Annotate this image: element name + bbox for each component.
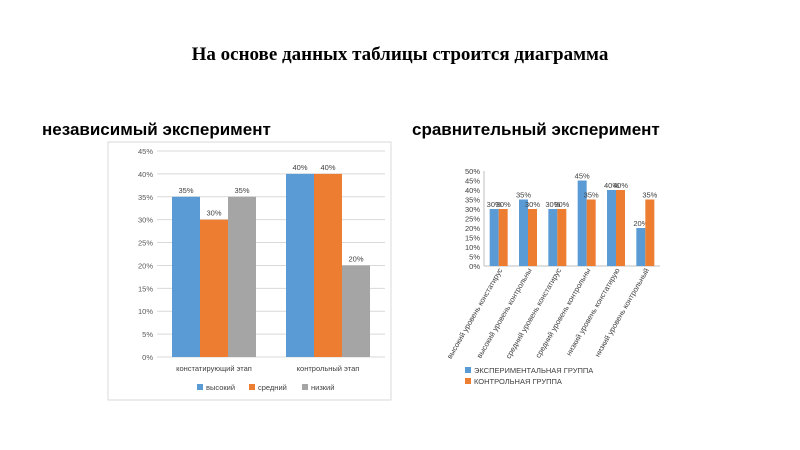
bar [228,196,256,357]
bar [557,209,567,266]
data-label: 20% [633,219,648,228]
data-label: 30% [545,200,560,209]
bar [498,209,508,266]
bar [342,265,370,357]
legend-swatch [465,378,471,384]
y-tick-label: 0% [142,353,153,362]
y-tick-label: 15% [465,234,480,243]
legend-label: низкий [311,383,334,392]
bar [636,228,646,266]
y-tick-label: 10% [465,243,480,252]
data-label: 40% [613,181,628,190]
bar [172,196,200,357]
legend-label: высокий [206,383,235,392]
data-label: 30% [496,200,511,209]
legend-swatch [302,384,308,390]
bar [586,199,596,266]
y-tick-label: 45% [465,177,480,186]
slide-title: На основе данных таблицы строится диагра… [191,44,609,65]
y-tick-label: 45% [138,147,153,156]
bar [314,173,342,357]
data-label: 30% [487,200,502,209]
legend-label: ЭКСПЕРИМЕНТАЛЬНАЯ ГРУППА [474,366,593,375]
chart-frame [107,141,392,401]
data-label: 35% [234,186,249,195]
y-tick-label: 5% [142,330,153,339]
data-label: 35% [516,191,531,200]
data-label: 45% [575,172,590,181]
y-tick-label: 35% [465,196,480,205]
bar [607,190,616,266]
y-tick-label: 0% [469,262,480,271]
bar [528,209,537,266]
bar [200,219,228,357]
legend-swatch [197,384,203,390]
x-tick-label: контрольный этап [297,364,360,373]
independent-experiment-heading: независимый эксперимент [42,120,271,139]
legend-swatch [249,384,255,390]
y-tick-label: 15% [138,284,153,293]
data-label: 35% [178,186,193,195]
bar [645,199,655,266]
data-label: 30% [554,200,569,209]
x-tick-label: констатирующий этап [176,364,252,373]
x-tick-label: низкий уровень контрольный [593,267,651,359]
x-tick-label: средний уровень констатирус [504,266,563,360]
data-label: 40% [292,163,307,172]
bar [577,180,587,266]
y-tick-label: 5% [469,253,480,262]
x-tick-label: низкий уровень констатирую [564,266,622,357]
data-label: 30% [206,209,221,218]
bar [489,209,499,266]
bar [548,209,558,266]
y-tick-label: 25% [465,215,480,224]
x-tick-label: средний уровень контрольны [533,267,592,360]
y-tick-label: 30% [138,216,153,225]
y-tick-label: 20% [465,224,480,233]
data-label: 30% [525,200,540,209]
x-tick-label: высокий уровень контрольны [475,267,534,360]
y-tick-label: 50% [465,167,480,176]
legend-label: КОНТРОЛЬНАЯ ГРУППА [474,377,562,386]
data-label: 35% [584,191,599,200]
y-tick-label: 40% [138,170,153,179]
y-tick-label: 40% [465,186,480,195]
data-label: 20% [348,254,363,263]
bar [519,199,528,266]
data-label: 35% [642,191,657,200]
y-tick-label: 20% [138,261,153,270]
y-tick-label: 30% [465,205,480,214]
legend-label: средний [258,383,287,392]
data-label: 40% [604,181,619,190]
y-tick-label: 10% [138,307,153,316]
y-tick-label: 35% [138,193,153,202]
bar [286,173,314,357]
x-tick-label: высокий уровень констатирус [445,266,505,360]
legend-swatch [465,367,471,373]
y-tick-label: 25% [138,239,153,248]
data-label: 40% [320,163,335,172]
comparative-experiment-heading: сравнительный эксперимент [412,120,660,139]
bar [616,190,625,266]
